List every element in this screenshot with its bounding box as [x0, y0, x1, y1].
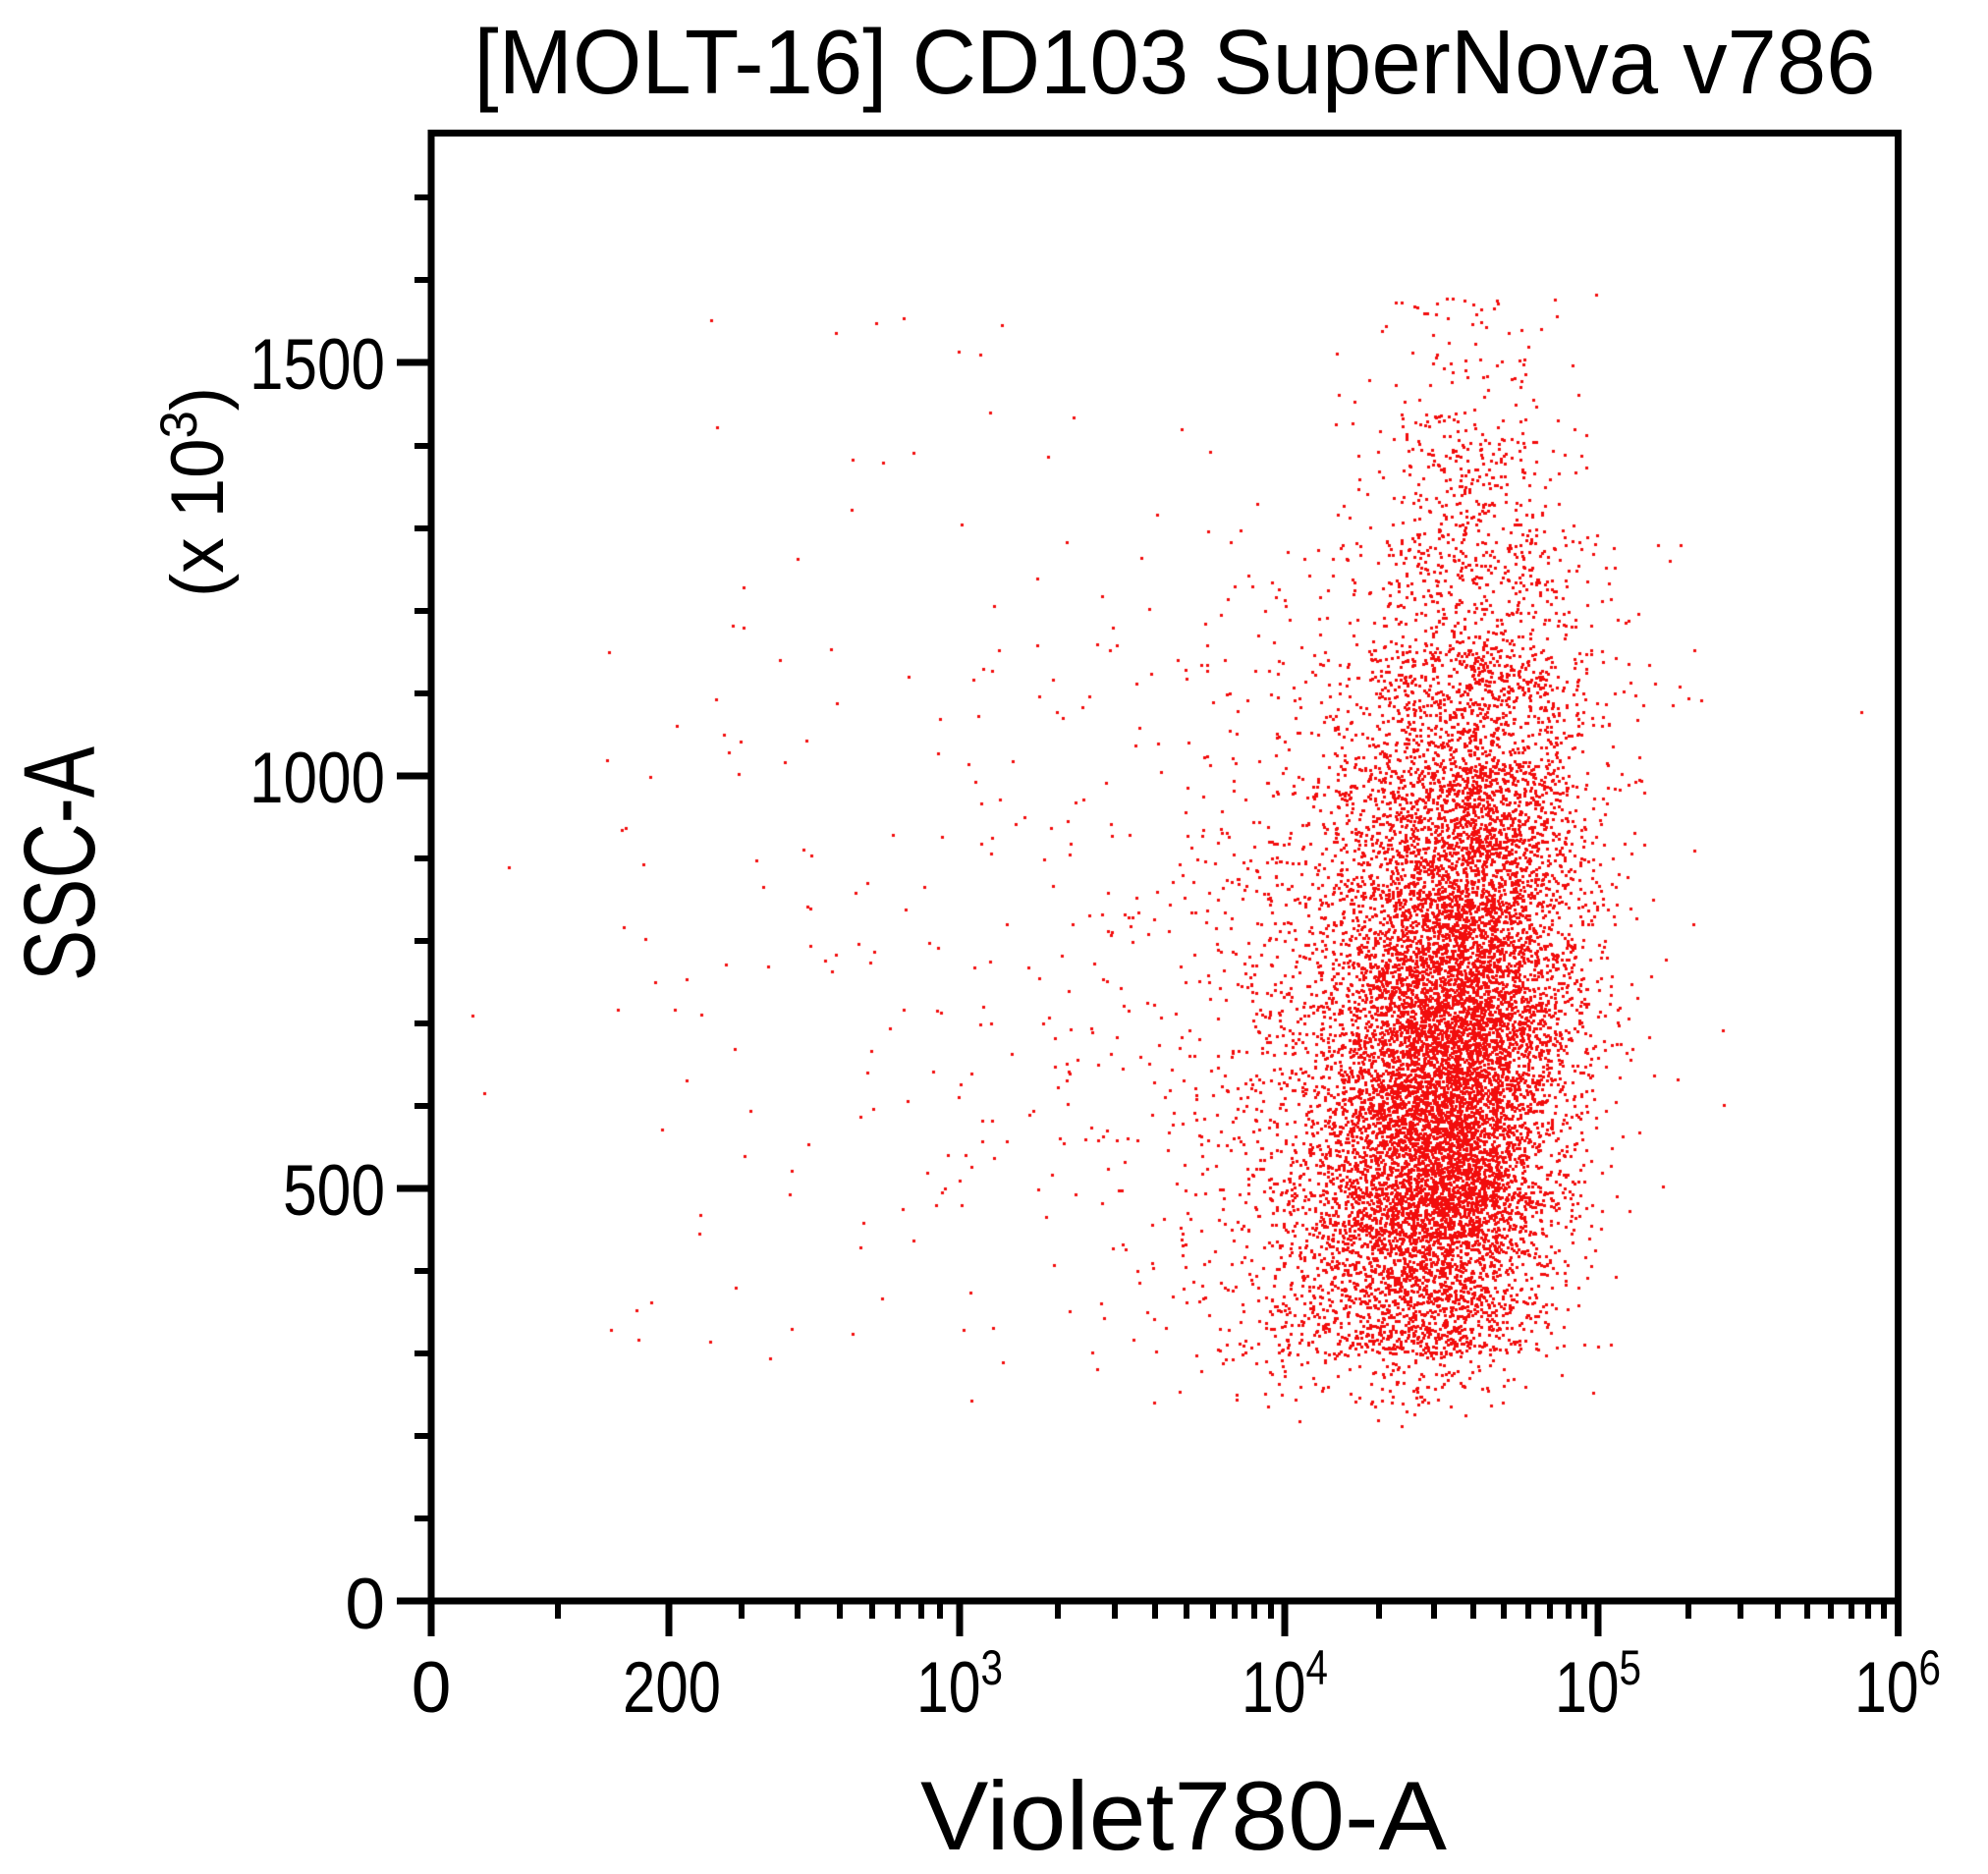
- svg-text:1500: 1500: [249, 325, 385, 405]
- svg-text:106: 106: [1854, 1640, 1941, 1728]
- svg-text:104: 104: [1242, 1640, 1328, 1728]
- svg-text:200: 200: [623, 1648, 721, 1728]
- svg-text:0: 0: [345, 1565, 385, 1644]
- svg-text:Violet780-A: Violet780-A: [920, 1761, 1447, 1870]
- svg-text:103: 103: [916, 1640, 1003, 1728]
- svg-text:SSC-A: SSC-A: [3, 746, 116, 981]
- svg-text:(x 103): (x 103): [150, 387, 240, 597]
- svg-text:1000: 1000: [249, 739, 385, 818]
- svg-text:[MOLT-16] CD103 SuperNova v786: [MOLT-16] CD103 SuperNova v786: [474, 11, 1876, 113]
- svg-text:500: 500: [283, 1151, 385, 1231]
- svg-text:105: 105: [1555, 1640, 1641, 1728]
- svg-text:0: 0: [412, 1648, 452, 1728]
